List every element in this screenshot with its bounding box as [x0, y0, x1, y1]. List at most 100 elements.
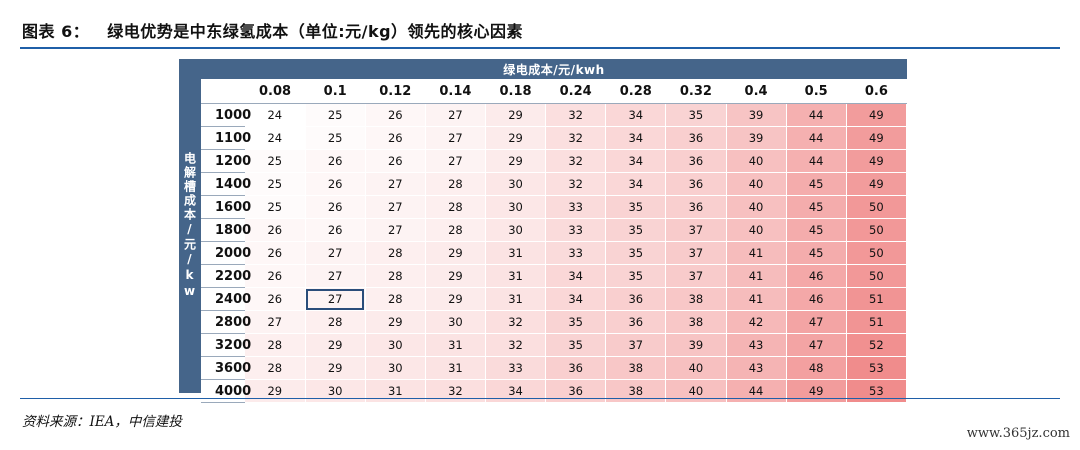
table-cell: 27	[425, 103, 487, 127]
row-header-label: 电解槽成本/元/kw	[179, 59, 201, 393]
column-header: 0.12	[365, 79, 426, 104]
table-cell: 28	[365, 241, 426, 265]
table-cell: 37	[665, 264, 727, 288]
table-cell: 26	[305, 149, 366, 173]
table-cell: 30	[365, 333, 426, 357]
table-row: 3600 28 29 30 31 33 36 38 40 43 48 53	[201, 356, 908, 380]
table-cell: 33	[545, 218, 607, 242]
table-cell: 46	[786, 287, 847, 311]
table-cell: 28	[425, 172, 487, 196]
table-cell: 34	[605, 126, 667, 150]
table-cell: 31	[485, 287, 547, 311]
table-cell: 31	[425, 356, 487, 380]
table-cell: 32	[545, 103, 607, 127]
table-cell: 28	[245, 356, 306, 380]
table-cell: 29	[365, 310, 426, 334]
table-cell: 28	[365, 287, 426, 311]
table-cell: 26	[245, 287, 306, 311]
table-cell: 26	[245, 241, 306, 265]
table-row: 1600 25 26 27 28 30 33 35 36 40 45 50	[201, 195, 908, 219]
table-cell: 41	[726, 287, 787, 311]
figure-number: 图表 6：	[22, 22, 90, 41]
table-cell: 50	[846, 241, 908, 265]
table-cell: 49	[786, 379, 847, 403]
table-cell: 50	[846, 218, 908, 242]
table-cell: 41	[726, 264, 787, 288]
table-cell: 32	[545, 126, 607, 150]
table-cell: 43	[726, 356, 787, 380]
table-cell: 47	[786, 333, 847, 357]
table-row: 2800 27 28 29 30 32 35 36 38 42 47 51	[201, 310, 908, 334]
table-cell: 32	[545, 172, 607, 196]
table-cell: 45	[786, 172, 847, 196]
table-cell: 39	[726, 103, 787, 127]
table-cell: 45	[786, 241, 847, 265]
table-cell: 37	[665, 241, 727, 265]
table-row: 1000 24 25 26 27 29 32 34 35 39 44 49	[201, 103, 908, 127]
table-cell: 40	[726, 172, 787, 196]
table-row: 1400 25 26 27 28 30 32 34 36 40 45 49	[201, 172, 908, 196]
table-cell: 39	[726, 126, 787, 150]
column-header: 0.14	[425, 79, 486, 104]
table-row: 2400 26 27 28 29 31 34 36 38 41 46 51	[201, 287, 908, 311]
table-cell: 36	[545, 356, 607, 380]
table-cell: 34	[545, 264, 607, 288]
header-corner	[201, 79, 245, 104]
table-cell: 35	[545, 310, 607, 334]
table-cell: 42	[726, 310, 787, 334]
table-cell: 38	[605, 356, 667, 380]
table-cell: 27	[365, 218, 426, 242]
table-cell: 33	[485, 356, 547, 380]
row-label: 1100	[201, 126, 251, 150]
heatmap-table: 电解槽成本/元/kw 绿电成本/元/kwh 0.08 0.1 0.12 0.14 0.1…	[179, 59, 908, 403]
table-cell: 40	[726, 195, 787, 219]
row-label: 1400	[201, 172, 251, 196]
table-cell: 25	[245, 195, 306, 219]
table-cell: 27	[365, 195, 426, 219]
table-row: 1100 24 25 26 27 29 32 34 36 39 44 49	[201, 126, 908, 150]
table-cell: 43	[726, 333, 787, 357]
source-note: 资料来源：IEA，中信建投	[22, 414, 182, 430]
table-cell: 25	[245, 172, 306, 196]
table-cell: 29	[425, 264, 487, 288]
row-label: 1800	[201, 218, 251, 242]
table-cell: 53	[846, 356, 908, 380]
table-cell: 28	[305, 310, 366, 334]
table-cell: 24	[245, 103, 306, 127]
table-cell: 48	[786, 356, 847, 380]
table-cell: 53	[846, 379, 908, 403]
table-cell: 35	[545, 333, 607, 357]
table-cell: 51	[846, 287, 908, 311]
table-cell: 36	[665, 172, 727, 196]
table-cell: 40	[665, 379, 727, 403]
table-cell: 29	[305, 356, 366, 380]
column-header: 0.6	[846, 79, 907, 104]
table-cell: 27	[425, 126, 487, 150]
table-cell: 38	[605, 379, 667, 403]
highlighted-cell: 27	[305, 287, 366, 311]
column-header: 0.28	[605, 79, 666, 104]
table-cell: 37	[605, 333, 667, 357]
table-cell: 36	[545, 379, 607, 403]
table-cell: 44	[726, 379, 787, 403]
table-cell: 39	[665, 333, 727, 357]
data-grid: 0.08 0.1 0.12 0.14 0.18 0.24 0.28 0.32 0.4 0.5 0.6…	[201, 79, 908, 403]
row-label: 4000	[201, 379, 251, 403]
column-header: 0.1	[305, 79, 366, 104]
table-cell: 30	[485, 218, 547, 242]
table-cell: 32	[545, 149, 607, 173]
table-row: 4000 29 30 31 32 34 36 38 40 44 49 53	[201, 379, 908, 403]
table-cell: 28	[245, 333, 306, 357]
table-cell: 34	[605, 103, 667, 127]
table-cell: 27	[425, 149, 487, 173]
column-header: 0.5	[786, 79, 847, 104]
row-label: 2200	[201, 264, 251, 288]
column-header: 0.4	[726, 79, 787, 104]
table-cell: 35	[605, 218, 667, 242]
row-label: 2400	[201, 287, 251, 311]
table-cell: 28	[425, 195, 487, 219]
column-header: 0.24	[545, 79, 606, 104]
table-cell: 29	[425, 241, 487, 265]
row-label: 1000	[201, 103, 251, 127]
table-cell: 34	[605, 149, 667, 173]
